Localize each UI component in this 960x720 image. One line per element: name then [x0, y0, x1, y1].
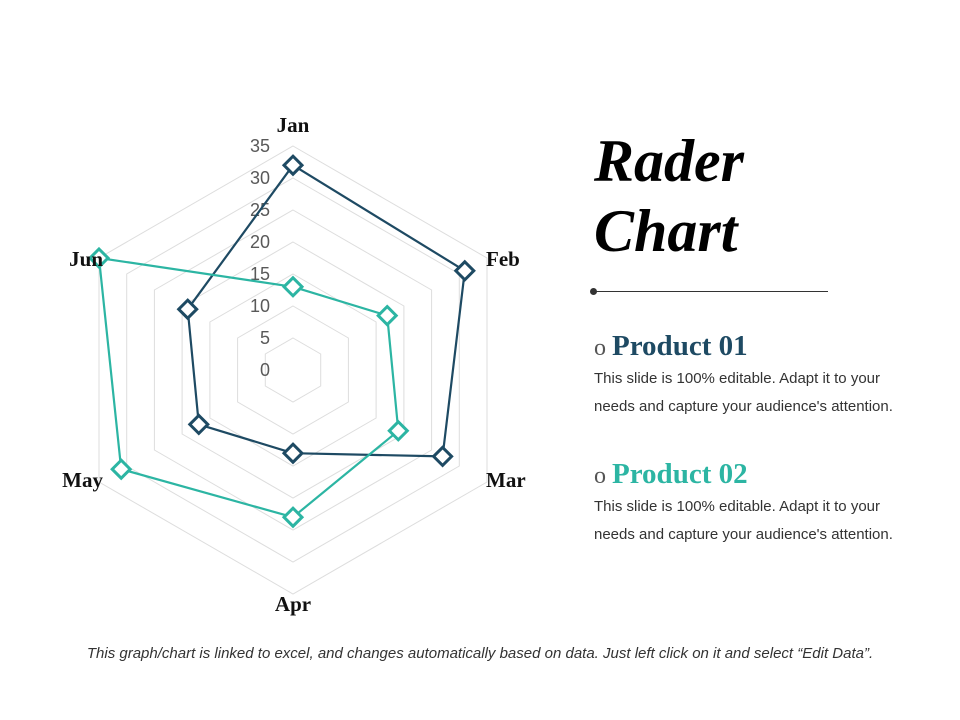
- radar-series[interactable]: [87, 154, 476, 529]
- divider-dot: [590, 288, 597, 295]
- grid-ring: [237, 305, 349, 435]
- series-1-point-apr[interactable]: [281, 442, 305, 465]
- divider-line: [594, 291, 828, 292]
- grid-ring: [209, 273, 377, 467]
- legend-product-01-header: o Product 01: [594, 330, 934, 363]
- series-1-point-may[interactable]: [187, 413, 210, 436]
- legend-product-01-desc: This slide is 100% editable. Adapt it to…: [594, 365, 934, 421]
- axis-label-mar: Mar: [486, 468, 526, 492]
- legend-bullet-icon: o: [594, 335, 606, 361]
- series-2-point-jun[interactable]: [87, 246, 111, 270]
- legend-product-02-desc: This slide is 100% editable. Adapt it to…: [594, 493, 934, 549]
- footnote: This graph/chart is linked to excel, and…: [86, 645, 874, 662]
- tick-label: 0: [260, 360, 270, 380]
- series-2-point-feb[interactable]: [376, 304, 399, 327]
- series-1-point-mar[interactable]: [431, 445, 454, 468]
- tick-label: 5: [260, 328, 270, 348]
- legend-product-02-desc-line-2: needs and capture your audience's attent…: [594, 526, 893, 543]
- series-2-point-may[interactable]: [110, 458, 133, 481]
- series-1-point-jun[interactable]: [176, 298, 199, 321]
- series-2-point-apr[interactable]: [281, 506, 305, 529]
- series-1[interactable]: [176, 154, 476, 468]
- axis-label-apr: Apr: [275, 592, 311, 616]
- axis-label-jan: Jan: [277, 113, 310, 137]
- axis-label-may: May: [62, 468, 103, 492]
- series-1-point-feb[interactable]: [453, 259, 476, 282]
- series-2[interactable]: [87, 246, 410, 529]
- series-2-line: [97, 256, 400, 519]
- legend-product-02: o Product 02 This slide is 100% editable…: [594, 458, 934, 549]
- tick-label: 35: [250, 136, 270, 156]
- legend-product-02-header: o Product 02: [594, 458, 934, 491]
- grid-ring: [153, 209, 433, 531]
- legend-product-01-desc-line-2: needs and capture your audience's attent…: [594, 398, 893, 415]
- legend-product-01: o Product 01 This slide is 100% editable…: [594, 330, 934, 421]
- tick-label: 15: [250, 264, 270, 284]
- axis-label-jun: Jun: [69, 247, 103, 271]
- legend-product-01-desc-line-1: This slide is 100% editable. Adapt it to…: [594, 370, 880, 387]
- grid-ring: [264, 337, 322, 403]
- series-2-point-jan[interactable]: [281, 275, 305, 298]
- legend-product-02-desc-line-1: This slide is 100% editable. Adapt it to…: [594, 498, 880, 515]
- tick-label: 20: [250, 232, 270, 252]
- chart-title-line-1: Rader: [594, 128, 744, 194]
- chart-title-line-2: Chart: [594, 198, 738, 264]
- legend-bullet-icon: o: [594, 463, 606, 489]
- legend-product-02-name: Product 02: [612, 458, 748, 490]
- tick-label: 10: [250, 296, 270, 316]
- series-1-point-jan[interactable]: [281, 154, 305, 177]
- radar-axis-labels: Jan Feb Mar Apr May Jun: [62, 113, 525, 616]
- tick-label: 30: [250, 168, 270, 188]
- series-2-point-mar[interactable]: [387, 419, 410, 442]
- axis-label-feb: Feb: [486, 247, 520, 271]
- chart-title: Rader Chart: [594, 126, 744, 266]
- legend-product-01-name: Product 01: [612, 330, 748, 362]
